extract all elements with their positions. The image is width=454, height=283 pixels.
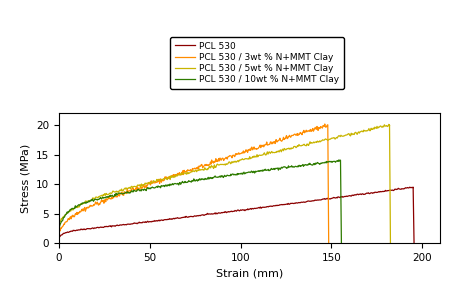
PCL 530 / 10wt % N+MMT Clay <box>166 183 172 187</box>
PCL 530 / 10wt % N+MMT Clay <box>272 168 277 171</box>
PCL 530 / 3wt % N+MMT Clay <box>284 137 290 140</box>
PCL 530 / 3wt % N+MMT Clay <box>161 178 167 182</box>
PCL 530 / 5wt % N+MMT Clay <box>56 221 62 224</box>
PCL 530 / 5wt % N+MMT Clay <box>304 142 310 145</box>
PCL 530 / 3wt % N+MMT Clay <box>56 229 62 232</box>
PCL 530 <box>189 215 194 218</box>
PCL 530 / 10wt % N+MMT Clay <box>155 186 160 189</box>
PCL 530 / 3wt % N+MMT Clay <box>262 143 268 147</box>
Line: PCL 530 / 3wt % N+MMT Clay: PCL 530 / 3wt % N+MMT Clay <box>59 124 329 243</box>
PCL 530 / 10wt % N+MMT Clay <box>176 183 182 187</box>
PCL 530 <box>118 223 123 227</box>
PCL 530 <box>286 202 291 205</box>
PCL 530 / 10wt % N+MMT Clay <box>336 158 341 162</box>
PCL 530 / 5wt % N+MMT Clay <box>310 141 315 145</box>
PCL 530 / 5wt % N+MMT Clay <box>172 175 178 179</box>
PCL 530 / 5wt % N+MMT Clay <box>386 123 391 126</box>
PCL 530 / 3wt % N+MMT Clay <box>150 181 156 185</box>
X-axis label: Strain (mm): Strain (mm) <box>216 269 283 279</box>
PCL 530 / 10wt % N+MMT Clay <box>56 228 62 231</box>
PCL 530 / 5wt % N+MMT Clay <box>388 242 393 245</box>
PCL 530 / 5wt % N+MMT Clay <box>197 168 202 171</box>
PCL 530 / 10wt % N+MMT Clay <box>295 164 301 168</box>
PCL 530 / 3wt % N+MMT Clay <box>326 242 331 245</box>
Line: PCL 530 / 10wt % N+MMT Clay: PCL 530 / 10wt % N+MMT Clay <box>59 160 341 243</box>
PCL 530 / 3wt % N+MMT Clay <box>322 122 327 126</box>
PCL 530 <box>56 236 62 239</box>
Y-axis label: Stress (MPa): Stress (MPa) <box>20 144 30 213</box>
PCL 530 / 5wt % N+MMT Clay <box>337 134 342 138</box>
PCL 530 <box>410 185 416 189</box>
Line: PCL 530: PCL 530 <box>59 187 414 243</box>
Line: PCL 530 / 5wt % N+MMT Clay: PCL 530 / 5wt % N+MMT Clay <box>59 124 390 243</box>
PCL 530 / 3wt % N+MMT Clay <box>258 146 263 149</box>
PCL 530 / 5wt % N+MMT Clay <box>185 172 191 175</box>
PCL 530 <box>411 242 417 245</box>
PCL 530 / 3wt % N+MMT Clay <box>171 173 176 176</box>
PCL 530 <box>322 197 327 200</box>
PCL 530 / 10wt % N+MMT Clay <box>339 242 344 245</box>
PCL 530 / 10wt % N+MMT Clay <box>267 169 273 172</box>
PCL 530 <box>185 216 190 219</box>
Legend: PCL 530, PCL 530 / 3wt % N+MMT Clay, PCL 530 / 5wt % N+MMT Clay, PCL 530 / 10wt : PCL 530, PCL 530 / 3wt % N+MMT Clay, PCL… <box>170 37 344 89</box>
PCL 530 <box>240 208 246 211</box>
